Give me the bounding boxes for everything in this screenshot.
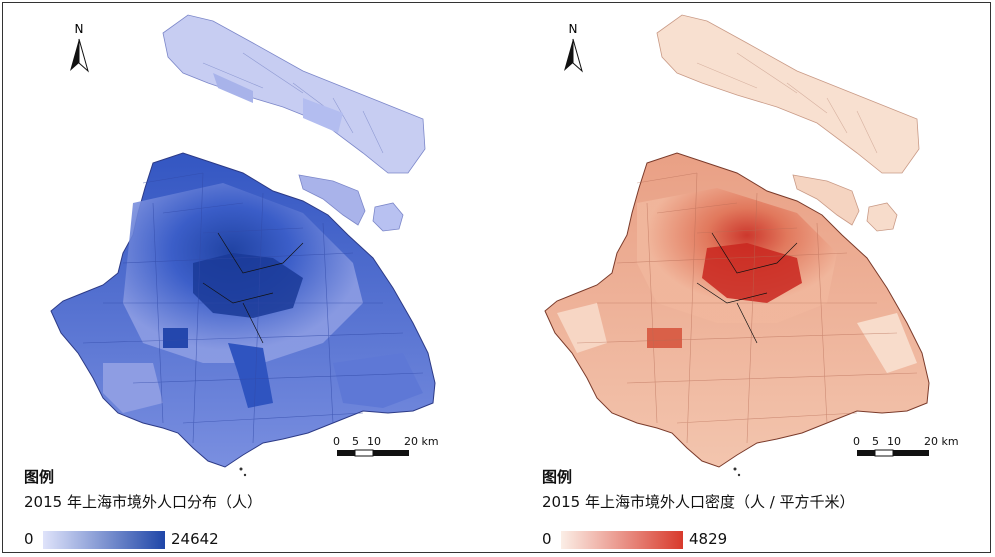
scale-label-20km: 20 km (924, 435, 959, 448)
chongming-island (162, 14, 426, 174)
legend-color-ramp (43, 531, 165, 549)
scale-bar (337, 449, 409, 457)
scale-label-10: 10 (367, 435, 381, 448)
legend-color-ramp (561, 531, 683, 549)
hengsha-island (372, 202, 404, 232)
population-map: N (50, 14, 436, 477)
legend-title: 图例 (542, 468, 573, 486)
scale-label-10: 10 (887, 435, 901, 448)
legend-max-value: 4829 (689, 530, 728, 548)
scale-label-20km: 20 km (404, 435, 439, 448)
density-map: N (544, 14, 930, 477)
changxing-island (792, 174, 860, 226)
population-map-panel: N 0 5 10 20 km 图例 2015 年上海市境外人口分布（人） 0 2… (3, 3, 497, 554)
north-arrow-icon (70, 38, 89, 73)
chongming-island (656, 14, 920, 174)
hengsha-island (866, 202, 898, 232)
scale-label-5: 5 (872, 435, 879, 448)
changxing-island (298, 174, 366, 226)
north-label: N (569, 22, 578, 36)
legend-title: 图例 (24, 468, 55, 486)
legend-max-value: 24642 (171, 530, 219, 548)
scale-label-5: 5 (352, 435, 359, 448)
north-arrow-icon (564, 38, 583, 73)
density-map-panel: N 0 5 10 20 km 图例 2015 年上海市境外人口密度（人 / 平方… (497, 3, 991, 554)
scale-label-0: 0 (853, 435, 860, 448)
legend-min-value: 0 (24, 530, 34, 548)
scale-bar (857, 449, 929, 457)
north-label: N (75, 22, 84, 36)
legend-subtitle: 2015 年上海市境外人口密度（人 / 平方千米） (542, 493, 855, 511)
scale-label-0: 0 (333, 435, 340, 448)
legend-min-value: 0 (542, 530, 552, 548)
legend-subtitle: 2015 年上海市境外人口分布（人） (24, 493, 262, 511)
